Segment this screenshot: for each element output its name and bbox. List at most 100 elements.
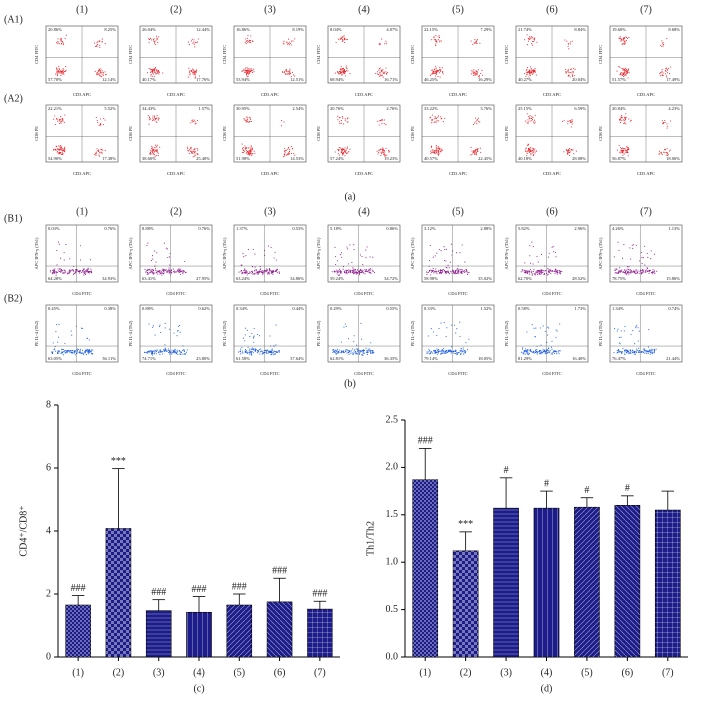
event-dot <box>362 264 364 266</box>
event-dot <box>190 40 193 42</box>
event-dot <box>361 338 363 340</box>
event-dot <box>154 68 156 70</box>
event-dot <box>634 270 636 272</box>
event-dot <box>258 335 261 337</box>
event-dot <box>62 120 64 122</box>
event-dot <box>461 269 463 271</box>
bar-pattern <box>533 508 560 657</box>
y-axis-label: APC IFN-γ (Th1) <box>34 237 39 269</box>
event-dot <box>474 149 476 152</box>
event-dot <box>276 350 278 352</box>
event-dot <box>653 352 655 354</box>
event-dot <box>435 351 438 353</box>
event-dot <box>62 42 64 44</box>
event-dot <box>433 151 435 154</box>
event-dot <box>334 246 336 248</box>
event-dot <box>666 147 668 150</box>
event-dot <box>338 274 341 276</box>
event-dot <box>343 270 345 272</box>
event-dot <box>150 75 152 77</box>
event-dot <box>627 77 629 79</box>
event-dot <box>184 272 186 274</box>
event-dot <box>384 155 386 157</box>
event-dot <box>621 351 623 353</box>
event-dot <box>79 349 81 352</box>
event-dot <box>428 353 430 355</box>
event-dot <box>662 41 664 43</box>
event-dot <box>337 352 339 354</box>
event-dot <box>446 271 448 273</box>
event-dot <box>57 43 59 45</box>
event-dot <box>146 244 148 247</box>
event-dot <box>528 76 530 78</box>
event-dot <box>59 268 61 270</box>
y-axis-label: Th1/Th2 <box>365 521 376 556</box>
event-dot <box>547 273 549 275</box>
event-dot <box>382 148 384 151</box>
event-dot <box>566 71 568 73</box>
event-dot <box>152 258 154 260</box>
event-dot <box>533 153 535 155</box>
event-dot <box>571 40 573 42</box>
quadrant-percent: 63.41% <box>142 276 156 281</box>
event-dot <box>666 38 668 40</box>
event-dot <box>623 43 625 45</box>
event-dot <box>152 72 154 74</box>
quadrant-percent: 34.93% <box>102 276 116 281</box>
event-dot <box>381 38 383 40</box>
event-dot <box>190 70 192 72</box>
y-axis-label: PE IL-4 (Th2) <box>410 320 415 346</box>
event-dot <box>430 73 432 75</box>
event-dot <box>342 148 344 150</box>
event-dot <box>533 41 535 43</box>
event-dot <box>382 147 384 149</box>
event-dot <box>379 44 381 46</box>
event-dot <box>168 267 170 269</box>
event-dot <box>269 270 271 272</box>
event-dot <box>667 153 669 155</box>
quadrant-percent: 76.47% <box>612 356 626 361</box>
event-dot <box>540 352 542 354</box>
event-dot <box>547 347 549 349</box>
event-dot <box>91 272 93 274</box>
event-dot <box>428 270 430 272</box>
event-dot <box>60 39 62 41</box>
event-dot <box>533 269 535 271</box>
event-dot <box>470 147 472 149</box>
event-dot <box>187 76 189 78</box>
event-dot <box>196 148 198 150</box>
event-dot <box>283 150 286 152</box>
x-axis-label: CD4 FITC <box>542 371 561 376</box>
event-dot <box>525 148 527 150</box>
event-dot <box>294 75 296 77</box>
event-dot <box>189 149 191 151</box>
event-dot <box>625 349 627 352</box>
event-dot <box>256 352 258 354</box>
event-dot <box>567 70 569 72</box>
x-axis-label: CD4 FITC <box>260 371 279 376</box>
event-dot <box>166 270 168 272</box>
quadrant-percent: 15.86% <box>666 276 680 281</box>
significance-label: ### <box>71 583 86 594</box>
event-dot <box>150 150 152 152</box>
event-dot <box>181 271 183 273</box>
event-dot <box>529 349 531 351</box>
event-dot <box>77 350 79 352</box>
event-dot <box>241 352 243 354</box>
event-dot <box>170 269 173 271</box>
event-dot <box>655 348 657 350</box>
event-dot <box>179 350 181 352</box>
event-dot <box>176 330 179 332</box>
event-dot <box>251 40 253 42</box>
event-dot <box>258 271 260 274</box>
event-dot <box>436 71 438 73</box>
event-dot <box>382 71 384 73</box>
bar-pattern <box>307 609 333 657</box>
event-dot <box>261 353 263 355</box>
event-dot <box>340 69 342 71</box>
y-axis-label: CD8 PE <box>410 126 415 141</box>
event-dot <box>183 270 185 272</box>
event-dot <box>445 248 448 250</box>
event-dot <box>249 120 251 122</box>
